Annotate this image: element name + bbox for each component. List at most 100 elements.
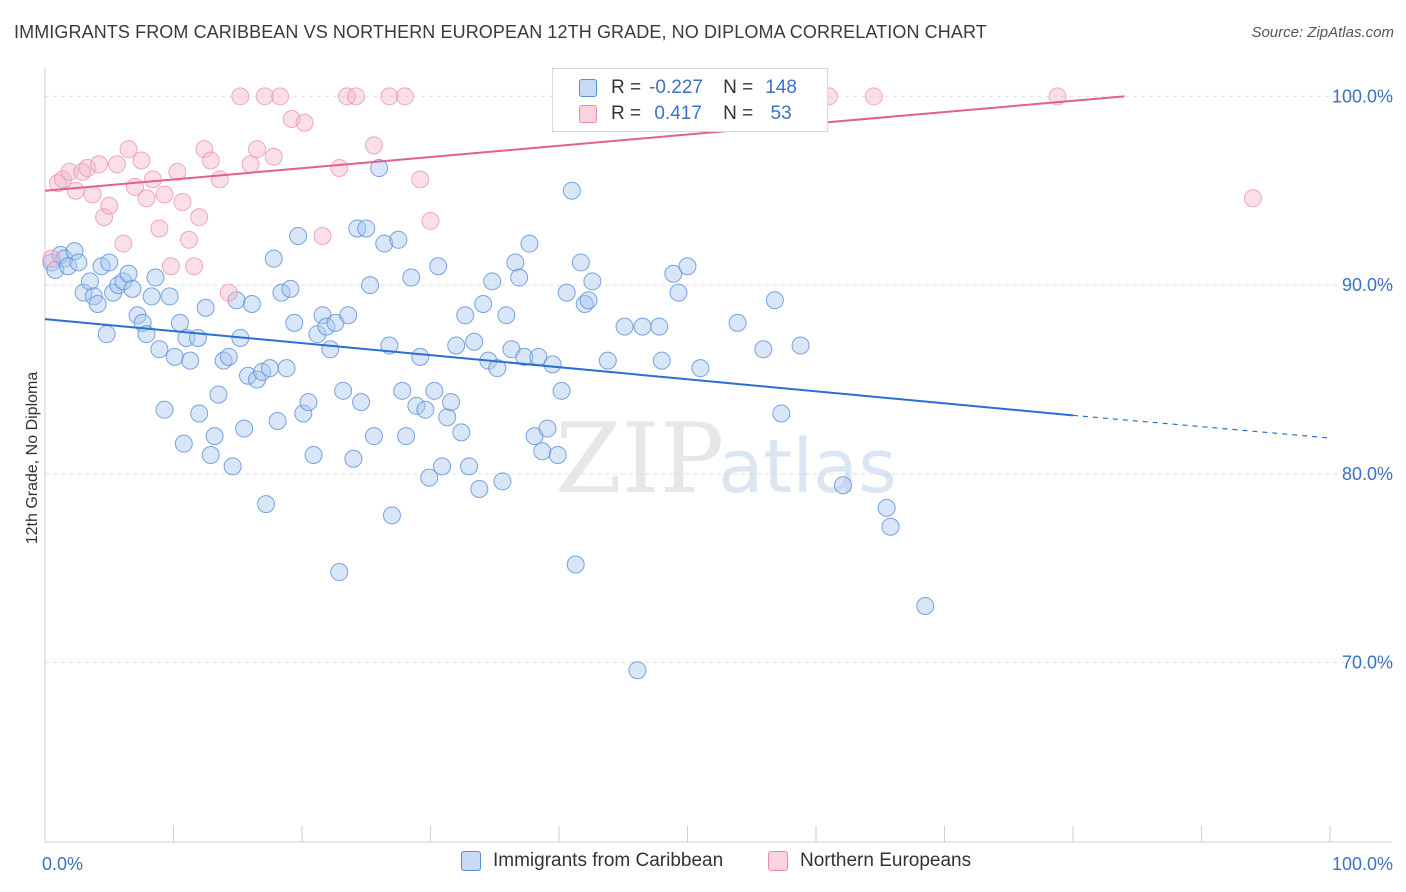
data-point-caribbean bbox=[393, 381, 412, 400]
data-point-caribbean bbox=[916, 597, 935, 616]
data-point-caribbean bbox=[650, 317, 669, 336]
data-point-caribbean bbox=[281, 279, 300, 298]
data-point-caribbean bbox=[633, 317, 652, 336]
data-point-caribbean bbox=[678, 257, 697, 276]
legend-n-label: N = bbox=[723, 77, 754, 98]
data-point-caribbean bbox=[571, 253, 590, 272]
data-point-caribbean bbox=[277, 359, 296, 378]
data-point-caribbean bbox=[260, 359, 279, 378]
data-point-caribbean bbox=[728, 313, 747, 332]
data-point-northern bbox=[364, 136, 383, 155]
data-point-caribbean bbox=[562, 181, 581, 200]
data-point-northern bbox=[271, 87, 290, 106]
legend-item-caribbean[interactable]: Immigrants from Caribbean bbox=[461, 850, 723, 872]
data-point-caribbean bbox=[548, 446, 567, 464]
data-point-caribbean bbox=[160, 287, 179, 306]
data-point-northern bbox=[231, 87, 250, 106]
data-point-northern bbox=[421, 211, 440, 230]
data-point-caribbean bbox=[425, 381, 444, 400]
data-point-caribbean bbox=[433, 457, 452, 476]
data-point-caribbean bbox=[615, 317, 634, 336]
data-point-caribbean bbox=[334, 381, 353, 400]
data-point-caribbean bbox=[543, 355, 562, 374]
data-point-caribbean bbox=[452, 423, 471, 442]
data-point-caribbean bbox=[299, 393, 318, 412]
watermark-zip: ZIP bbox=[555, 403, 724, 515]
data-point-northern bbox=[143, 170, 162, 189]
data-point-caribbean bbox=[652, 351, 671, 370]
data-point-caribbean bbox=[456, 306, 475, 325]
data-point-northern bbox=[1048, 87, 1067, 106]
data-point-northern bbox=[161, 257, 180, 276]
data-point-northern bbox=[100, 196, 119, 215]
data-point-caribbean bbox=[389, 230, 408, 249]
data-point-caribbean bbox=[339, 306, 358, 325]
data-point-caribbean bbox=[465, 332, 484, 351]
data-point-caribbean bbox=[205, 427, 224, 446]
data-point-northern bbox=[330, 159, 349, 178]
data-point-caribbean bbox=[557, 283, 576, 302]
data-point-caribbean bbox=[97, 325, 116, 344]
data-point-caribbean bbox=[397, 427, 416, 446]
data-point-caribbean bbox=[317, 317, 336, 336]
data-point-caribbean bbox=[119, 264, 138, 283]
data-point-caribbean bbox=[447, 336, 466, 355]
axes bbox=[44, 68, 1392, 843]
data-point-caribbean bbox=[361, 276, 380, 295]
bottom-legend: Immigrants from Caribbean Northern Europ… bbox=[0, 850, 1406, 880]
data-point-caribbean bbox=[691, 359, 710, 378]
data-point-caribbean bbox=[429, 257, 448, 276]
data-point-northern bbox=[155, 185, 174, 204]
series-northern bbox=[42, 87, 1262, 302]
data-point-northern bbox=[241, 155, 260, 174]
data-point-northern bbox=[295, 113, 314, 132]
data-point-northern bbox=[210, 170, 229, 189]
data-point-caribbean bbox=[59, 257, 78, 276]
data-point-caribbean bbox=[74, 283, 93, 302]
grid bbox=[45, 95, 1392, 664]
data-point-caribbean bbox=[174, 434, 193, 453]
data-point-caribbean bbox=[669, 283, 688, 302]
legend-n-label: N = bbox=[723, 103, 754, 124]
data-point-northern bbox=[248, 140, 267, 159]
data-point-caribbean bbox=[181, 351, 200, 370]
data-point-caribbean bbox=[470, 479, 489, 498]
data-point-caribbean bbox=[268, 412, 287, 431]
y-tick-label: 70.0% bbox=[1342, 653, 1393, 673]
data-point-caribbean bbox=[754, 340, 773, 359]
data-point-northern bbox=[395, 87, 414, 106]
data-point-caribbean bbox=[239, 366, 258, 385]
data-point-caribbean bbox=[628, 661, 647, 680]
data-point-caribbean bbox=[538, 419, 557, 438]
data-point-northern bbox=[255, 87, 274, 106]
legend-item-northern[interactable]: Northern Europeans bbox=[768, 850, 971, 872]
data-point-caribbean bbox=[881, 517, 900, 536]
data-point-caribbean bbox=[69, 253, 88, 272]
data-point-caribbean bbox=[375, 234, 394, 253]
watermark-atlas: atlas bbox=[718, 424, 897, 510]
data-point-caribbean bbox=[304, 446, 323, 464]
data-point-caribbean bbox=[416, 400, 435, 419]
data-point-caribbean bbox=[370, 159, 389, 178]
legend-r-value: -0.227 bbox=[649, 77, 703, 98]
data-point-caribbean bbox=[150, 340, 169, 359]
data-point-caribbean bbox=[772, 404, 791, 423]
data-point-caribbean bbox=[382, 506, 401, 525]
data-point-caribbean bbox=[566, 555, 585, 574]
y-tick-label: 90.0% bbox=[1342, 275, 1393, 295]
data-point-northern bbox=[137, 189, 156, 208]
data-point-northern bbox=[119, 140, 138, 159]
data-point-caribbean bbox=[552, 381, 571, 400]
source-label: Source: ZipAtlas.com bbox=[1251, 24, 1394, 41]
data-point-northern bbox=[53, 170, 72, 189]
data-point-caribbean bbox=[352, 393, 371, 412]
legend-r-label: R = bbox=[611, 77, 642, 98]
data-point-northern bbox=[201, 151, 220, 170]
data-point-northern bbox=[78, 159, 97, 178]
data-point-caribbean bbox=[235, 419, 254, 438]
data-point-caribbean bbox=[190, 404, 209, 423]
data-point-northern bbox=[173, 193, 192, 212]
data-point-caribbean bbox=[583, 272, 602, 291]
data-point-caribbean bbox=[264, 249, 283, 268]
